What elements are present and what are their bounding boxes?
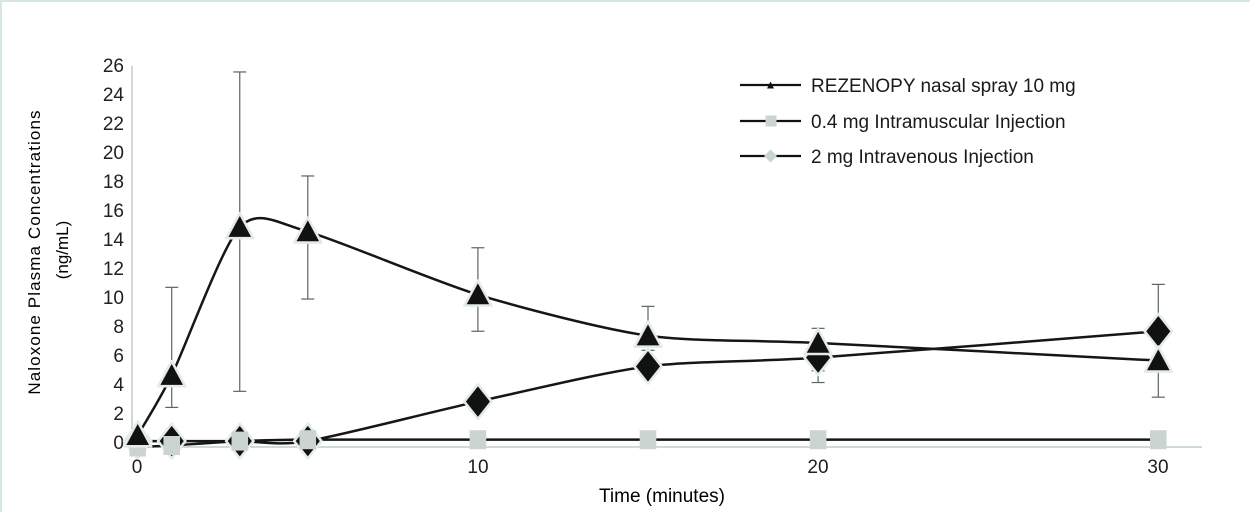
svg-text:8: 8 [113,317,124,338]
svg-text:26: 26 [103,56,124,77]
svg-text:4: 4 [113,375,124,396]
svg-text:10: 10 [103,288,124,309]
svg-text:0.4 mg Intramuscular Injection: 0.4 mg Intramuscular Injection [811,112,1066,133]
svg-text:0: 0 [132,457,143,478]
svg-text:20: 20 [103,143,124,164]
svg-text:2 mg Intravenous Injection: 2 mg Intravenous Injection [811,147,1034,168]
svg-text:6: 6 [113,346,124,367]
svg-text:10: 10 [467,457,488,478]
svg-text:REZENOPY nasal spray 10 mg: REZENOPY nasal spray 10 mg [811,76,1076,97]
svg-text:Time (minutes): Time (minutes) [599,486,725,507]
svg-text:30: 30 [1147,457,1168,478]
svg-text:24: 24 [103,85,125,106]
svg-text:16: 16 [103,201,124,222]
svg-text:14: 14 [103,230,125,251]
svg-text:20: 20 [807,457,828,478]
svg-text:12: 12 [103,259,124,280]
svg-text:0: 0 [113,433,124,454]
svg-text:2: 2 [113,404,124,425]
svg-text:(ng/mL): (ng/mL) [53,221,72,280]
svg-text:22: 22 [103,114,124,135]
svg-text:Naloxone Plasma Concentrations: Naloxone Plasma Concentrations [25,109,44,394]
svg-text:18: 18 [103,172,124,193]
